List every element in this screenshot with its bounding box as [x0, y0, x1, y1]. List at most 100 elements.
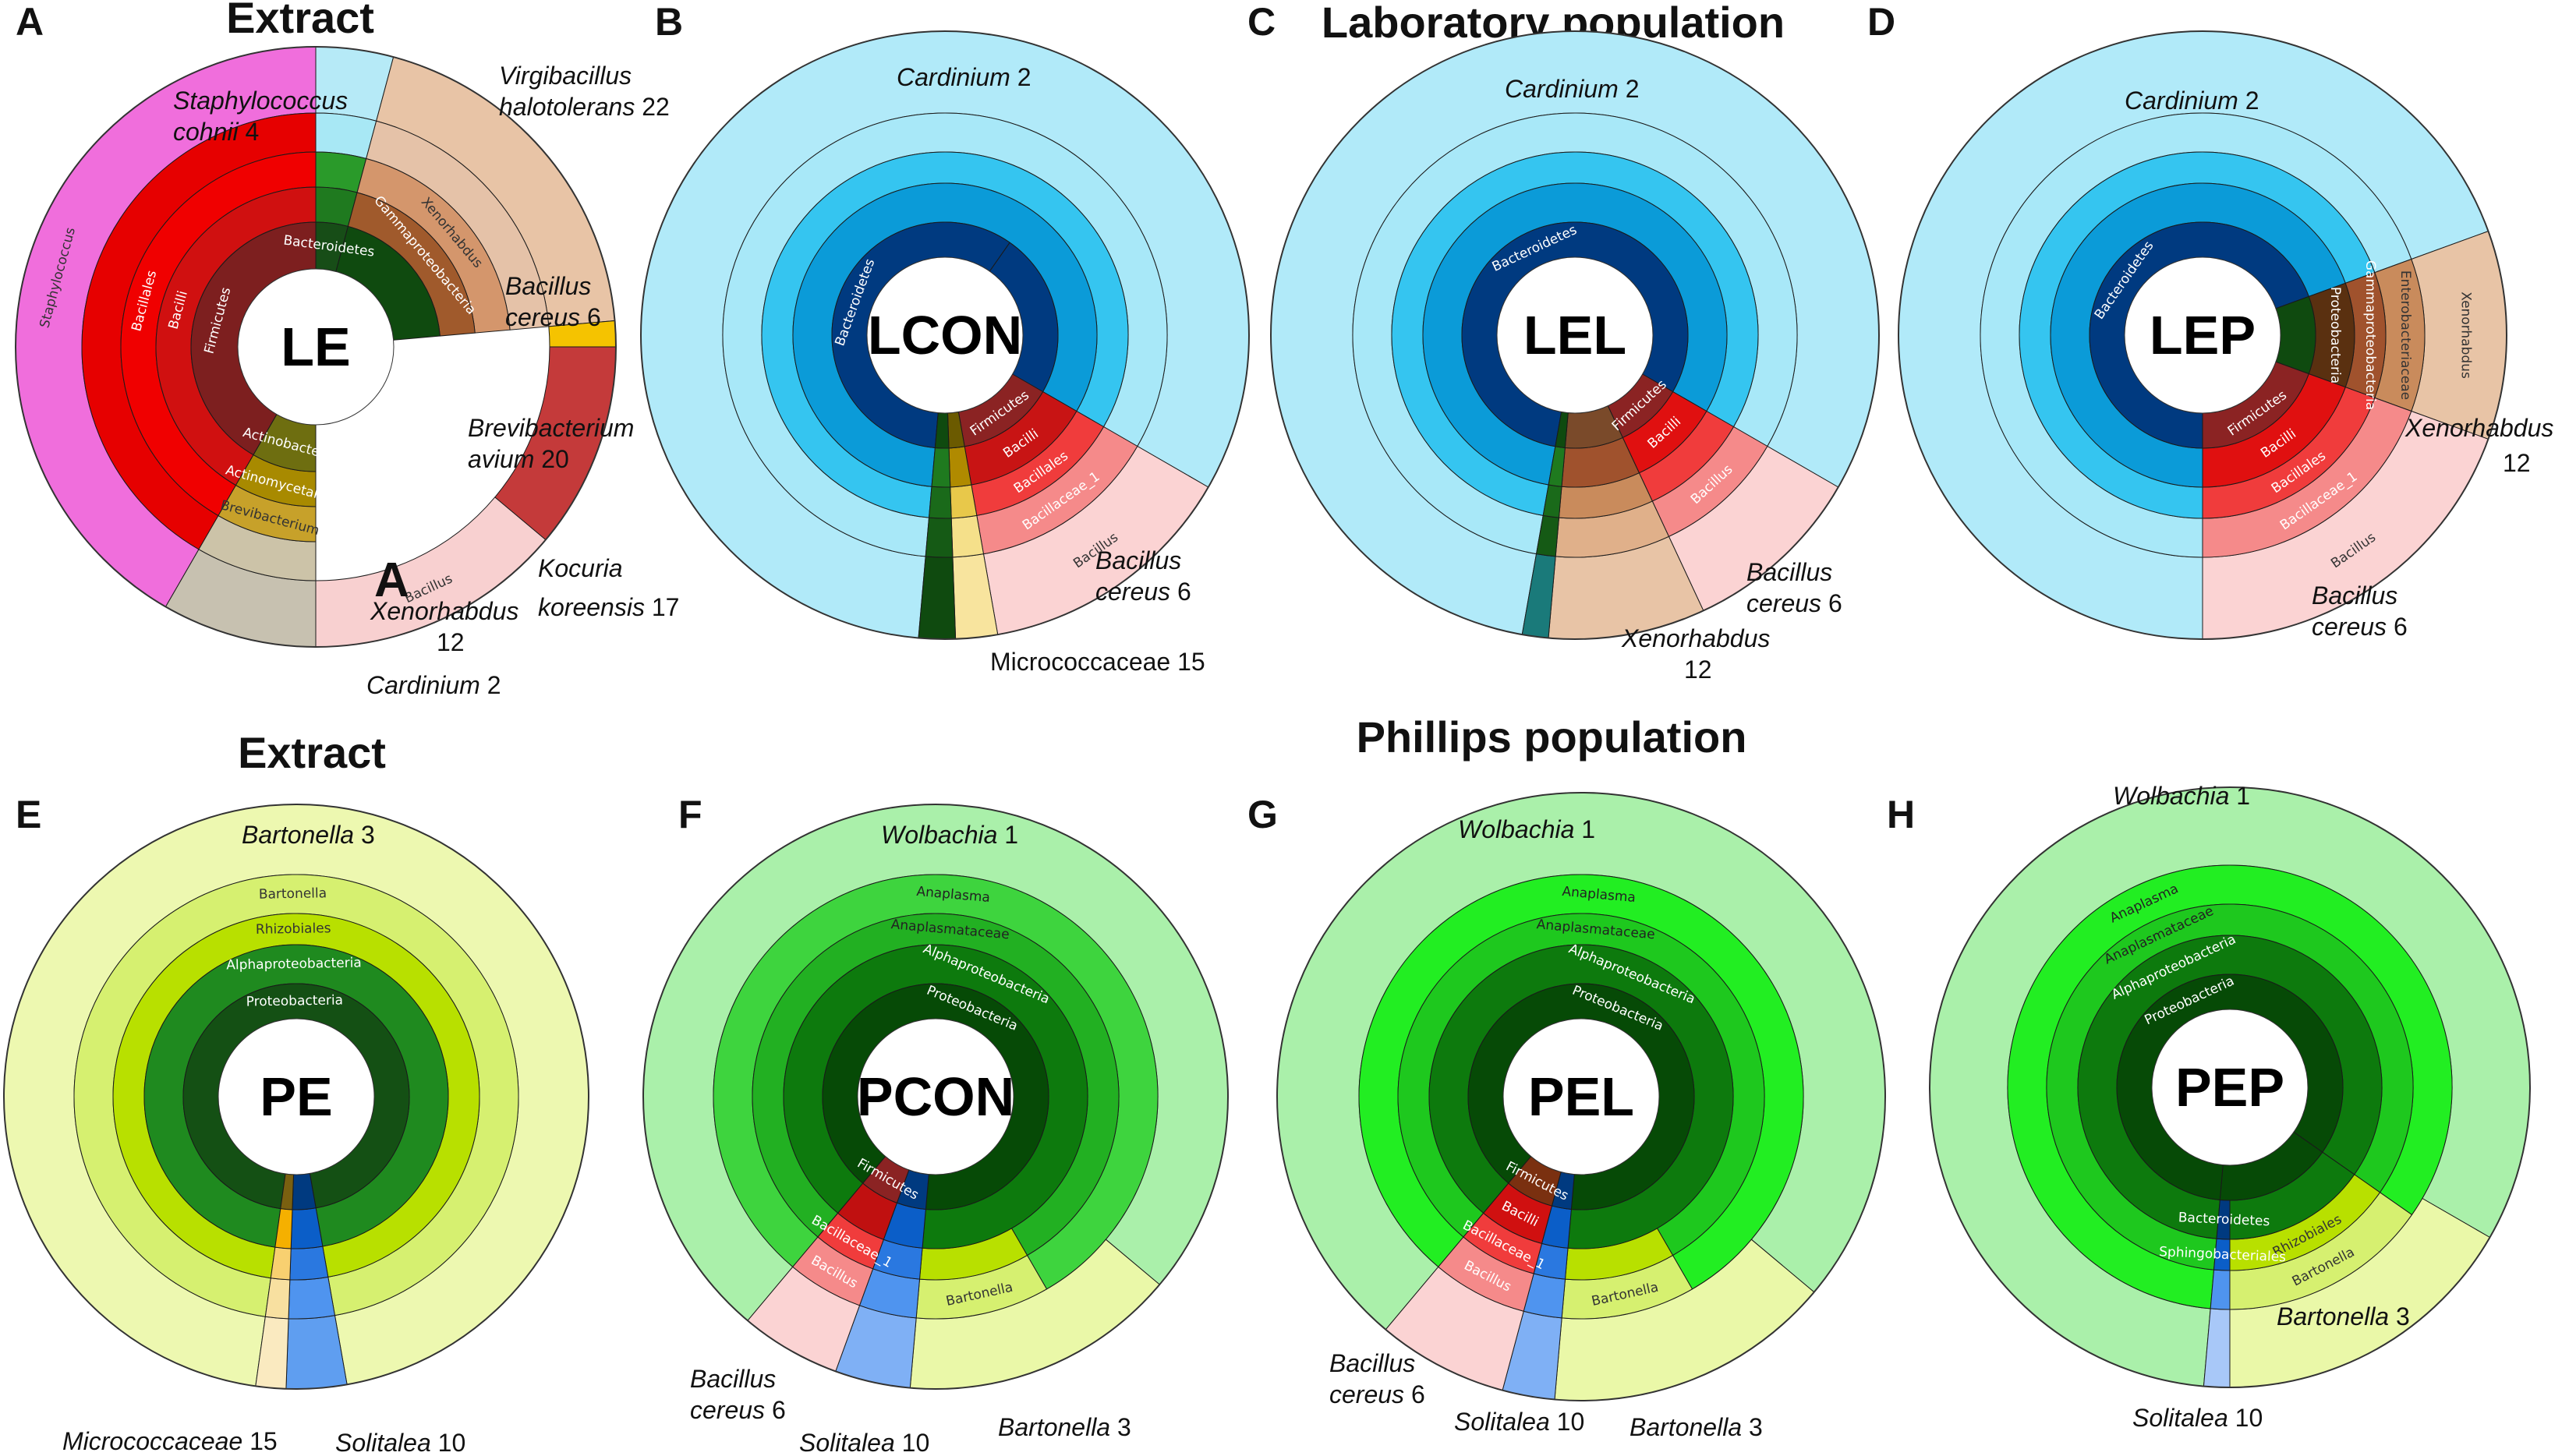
segment-label: Gammaproteobacteria — [2362, 260, 2378, 410]
segment-label: Rhizobiales — [256, 921, 331, 938]
segment-label: Xenorhabdus — [2458, 292, 2474, 379]
annotation-label: Xenorhabdus — [370, 597, 518, 625]
sunburst-panel-b: BacteroidetesFirmicutesBacilliBacillales… — [640, 0, 1250, 676]
outer-ring-outline — [642, 804, 1229, 1390]
annotation-label: Cardinium 2 — [366, 671, 501, 699]
segment-label: Bartonella — [259, 885, 327, 903]
annotation-label: Solitalea 10 — [799, 1429, 929, 1456]
center-hole — [2124, 256, 2281, 414]
ring-3-segment-3 — [925, 517, 954, 558]
annotation-label: Bacillus — [1329, 1349, 1415, 1377]
outer-ring-outline — [640, 30, 1250, 640]
outer-ring-outline — [1898, 30, 2507, 640]
ring-3-segment-2 — [315, 112, 377, 160]
ring-1-segment-3 — [931, 447, 951, 488]
center-label: LEP — [2150, 305, 2256, 366]
sunburst-panel-f: ProteobacteriaFirmicutesAlphaproteobacte… — [642, 793, 1229, 1456]
annotation-label: Wolbachia 1 — [881, 821, 1018, 849]
center-hole — [1502, 1018, 1660, 1175]
annotation-label: Bacillus — [2312, 581, 2397, 610]
ring-3-segment-1 — [288, 1276, 336, 1320]
annotation-label: cereus 6 — [1095, 578, 1191, 606]
annotation-label: avium 20 — [468, 445, 569, 473]
segment-label: Proteobacteria — [246, 992, 344, 1009]
panel-letter: D — [1867, 0, 1895, 44]
center-label: LEL — [1523, 305, 1626, 366]
annotation-label: Solitalea 10 — [1454, 1408, 1584, 1436]
panel-letter: G — [1247, 793, 1278, 836]
sunburst-panel-d: BacteroidetesFirmicutesProteobacteriaBac… — [1867, 0, 2553, 641]
annotation-label: Staphylococcus — [173, 87, 348, 115]
outer-ring-outline — [15, 46, 617, 648]
center-hole — [237, 268, 395, 426]
sunburst-panel-h: ProteobacteriaAlphaproteobacteriaBactero… — [1887, 782, 2531, 1432]
panel-letter: C — [1247, 0, 1276, 44]
annotation-label: Xenorhabdus — [1621, 624, 1770, 652]
annotation-label: cohnii 4 — [173, 118, 259, 146]
annotation-label: cereus 6 — [505, 303, 601, 331]
annotation-label: Kocuria — [538, 554, 623, 582]
annotation-label: Bacillus — [1746, 558, 1832, 586]
ring-3-segment-2 — [2210, 1269, 2231, 1310]
annotation-label: Bartonella 3 — [242, 821, 375, 849]
center-label: LCON — [868, 305, 1022, 366]
panel-letter: H — [1887, 793, 1915, 836]
annotation-label: 12 — [1684, 656, 1712, 684]
annotation-label: Solitalea 10 — [335, 1429, 465, 1456]
annotation-label: Brevibacterium — [468, 414, 634, 442]
sunburst-panel-g: ProteobacteriaFirmicutesAlphaproteobacte… — [1247, 792, 1886, 1441]
annotation-label: cereus 6 — [1329, 1380, 1425, 1408]
annotation-label: Virgibacillus — [499, 62, 632, 90]
sunburst-panel-a: FirmicutesActinobacteriaBacteroidetesBac… — [15, 0, 679, 699]
title-phillips: Phillips population — [1357, 712, 1747, 762]
title-extract-bottom: Extract — [238, 728, 386, 777]
panel-letter: F — [678, 793, 702, 836]
segment-label: Alphaproteobacteria — [226, 956, 362, 974]
center-label: LE — [281, 316, 350, 377]
segment-label: Proteobacteria — [2327, 287, 2343, 383]
ring-4-segment-2 — [494, 346, 617, 541]
outer-ring-outline — [1276, 792, 1886, 1401]
center-label: PEL — [1528, 1066, 1634, 1127]
sunburst-panel-e: Proteobacteria Alphaproteobacteria Rhizobi… — [3, 793, 589, 1456]
annotation-label: Xenorhabdus — [2404, 414, 2553, 442]
center-hole — [857, 1018, 1014, 1175]
annotation-label: Wolbachia 1 — [2113, 782, 2250, 810]
ring-2-segment-1 — [289, 1246, 329, 1281]
center-label: PCON — [857, 1066, 1014, 1127]
annotation-label: Cardinium 2 — [1505, 75, 1640, 103]
annotation-label: Bacillus — [1095, 546, 1181, 574]
annotation-label: Bacillus — [505, 272, 591, 300]
outer-ring-outline — [1929, 786, 2531, 1388]
ring-0-segment-1 — [2275, 295, 2316, 375]
annotation-label: Bartonella 3 — [998, 1413, 1131, 1441]
panel-letter: A — [16, 0, 44, 44]
segment-label: Enterobacteriaceae — [2397, 270, 2413, 400]
annotation-label: Bacillus — [690, 1365, 776, 1393]
annotation-label: A — [374, 553, 409, 607]
annotation-label: cereus 6 — [2312, 613, 2408, 641]
center-label: PE — [260, 1066, 332, 1127]
annotation-label: Bartonella 3 — [2277, 1302, 2410, 1331]
center-hole — [1496, 256, 1654, 414]
center-hole — [2151, 1009, 2309, 1166]
center-hole — [218, 1018, 375, 1175]
annotation-label: 12 — [2503, 449, 2531, 477]
outer-ring-outline — [3, 804, 589, 1390]
annotation-label: 12 — [437, 628, 465, 656]
center-label: PEP — [2175, 1057, 2284, 1118]
sunburst-panel-c: BacteroidetesFirmicutesBacilliBacillusLE… — [1247, 0, 1880, 684]
annotation-label: Cardinium 2 — [897, 63, 1031, 91]
ring-2-segment-3 — [928, 486, 952, 519]
panel-letter: E — [16, 793, 41, 836]
annotation-label: Micrococcaceae 15 — [62, 1427, 278, 1455]
annotation-label: Cardinium 2 — [2125, 87, 2259, 115]
annotation-label: halotolerans 22 — [499, 93, 670, 121]
annotation-label: Wolbachia 1 — [1458, 815, 1595, 843]
annotation-label: koreensis 17 — [538, 593, 679, 621]
annotation-label: Solitalea 10 — [2132, 1404, 2263, 1432]
panel-letter: B — [655, 0, 683, 44]
annotation-label: cereus 6 — [690, 1396, 786, 1424]
center-hole — [866, 256, 1024, 414]
